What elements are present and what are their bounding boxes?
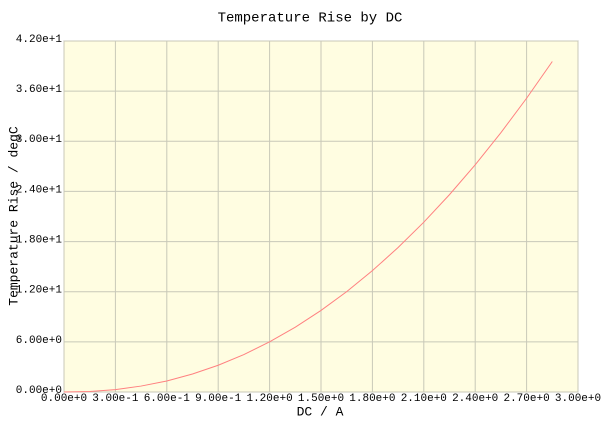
x-tick-label: 3.00e-1: [92, 393, 139, 405]
x-tick-label: 3.00e+0: [555, 393, 601, 405]
chart-title: Temperature Rise by DC: [218, 11, 403, 27]
x-tick-label: 2.40e+0: [452, 393, 498, 405]
y-tick-label: 3.00e+1: [16, 134, 63, 146]
y-tick-label: 4.20e+1: [16, 34, 63, 46]
y-tick-label: 6.00e+0: [16, 335, 62, 347]
y-tick-label: 3.60e+1: [16, 84, 63, 96]
x-tick-label: 1.50e+0: [298, 393, 344, 405]
x-tick-label: 9.00e-1: [195, 393, 242, 405]
x-tick-label: 2.70e+0: [503, 393, 549, 405]
x-axis-label: DC / A: [297, 404, 344, 419]
x-tick-label: 1.80e+0: [349, 393, 395, 405]
y-tick-label: 2.40e+1: [16, 184, 63, 196]
y-tick-label: 1.20e+1: [16, 285, 63, 297]
y-axis-label: Temperature Rise / degC: [6, 126, 21, 306]
x-tick-label: 6.00e-1: [144, 393, 191, 405]
x-tick-label: 2.10e+0: [401, 393, 447, 405]
y-tick-label: 1.80e+1: [16, 234, 63, 246]
data-line: [63, 61, 553, 393]
x-tick-label: 1.20e+0: [246, 393, 292, 405]
y-tick-label: 0.00e+0: [16, 385, 62, 397]
x-tick-label: 0.00e+0: [41, 393, 87, 405]
